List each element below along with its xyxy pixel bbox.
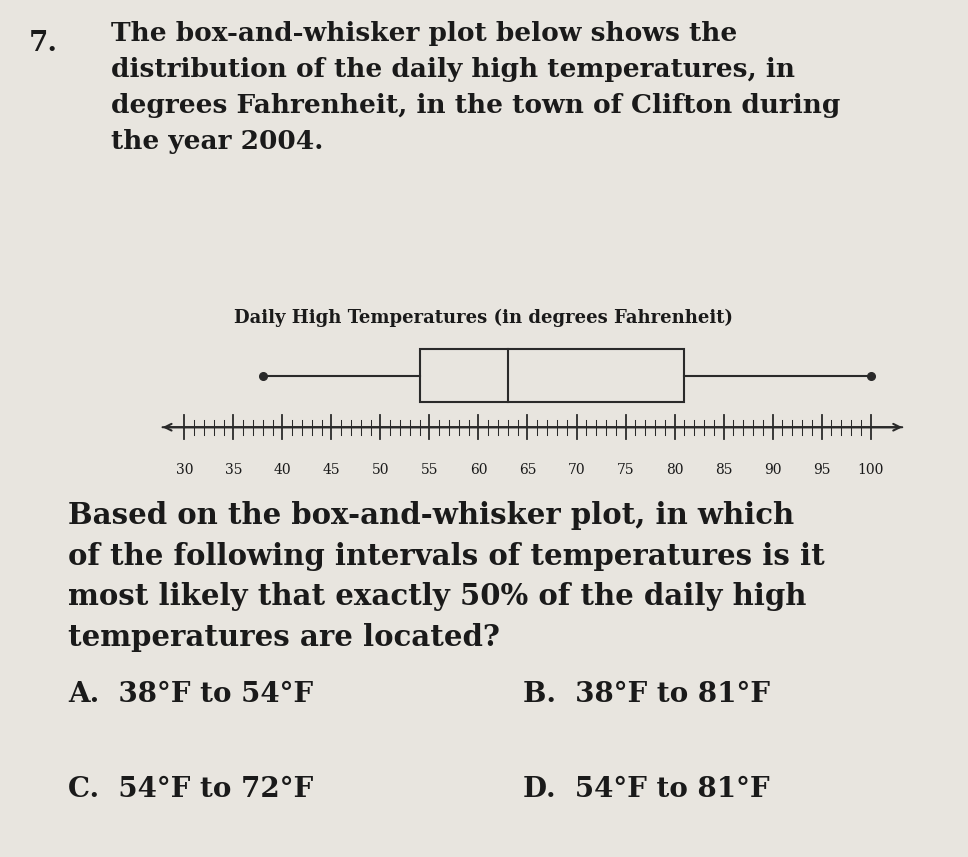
Text: C.  54°F to 72°F: C. 54°F to 72°F	[68, 776, 313, 803]
Text: 50: 50	[372, 463, 389, 477]
Text: 65: 65	[519, 463, 536, 477]
Text: 35: 35	[225, 463, 242, 477]
Text: 75: 75	[617, 463, 634, 477]
Text: B.  38°F to 81°F: B. 38°F to 81°F	[523, 681, 770, 709]
Text: 100: 100	[858, 463, 884, 477]
Text: 95: 95	[813, 463, 831, 477]
Text: 80: 80	[666, 463, 683, 477]
Text: 70: 70	[567, 463, 586, 477]
Text: 7.: 7.	[29, 30, 58, 57]
Text: 85: 85	[714, 463, 733, 477]
Text: 90: 90	[764, 463, 781, 477]
Text: 40: 40	[274, 463, 291, 477]
Bar	[420, 350, 684, 402]
Text: 60: 60	[469, 463, 487, 477]
Text: Daily High Temperatures (in degrees Fahrenheit): Daily High Temperatures (in degrees Fahr…	[234, 309, 734, 327]
Text: 45: 45	[322, 463, 340, 477]
Text: The box-and-whisker plot below shows the
distribution of the daily high temperat: The box-and-whisker plot below shows the…	[111, 21, 840, 154]
Text: 30: 30	[175, 463, 193, 477]
Text: 55: 55	[421, 463, 439, 477]
Text: A.  38°F to 54°F: A. 38°F to 54°F	[68, 681, 313, 709]
Text: D.  54°F to 81°F: D. 54°F to 81°F	[523, 776, 770, 803]
Text: Based on the box-and-whisker plot, in which
of the following intervals of temper: Based on the box-and-whisker plot, in wh…	[68, 501, 825, 652]
